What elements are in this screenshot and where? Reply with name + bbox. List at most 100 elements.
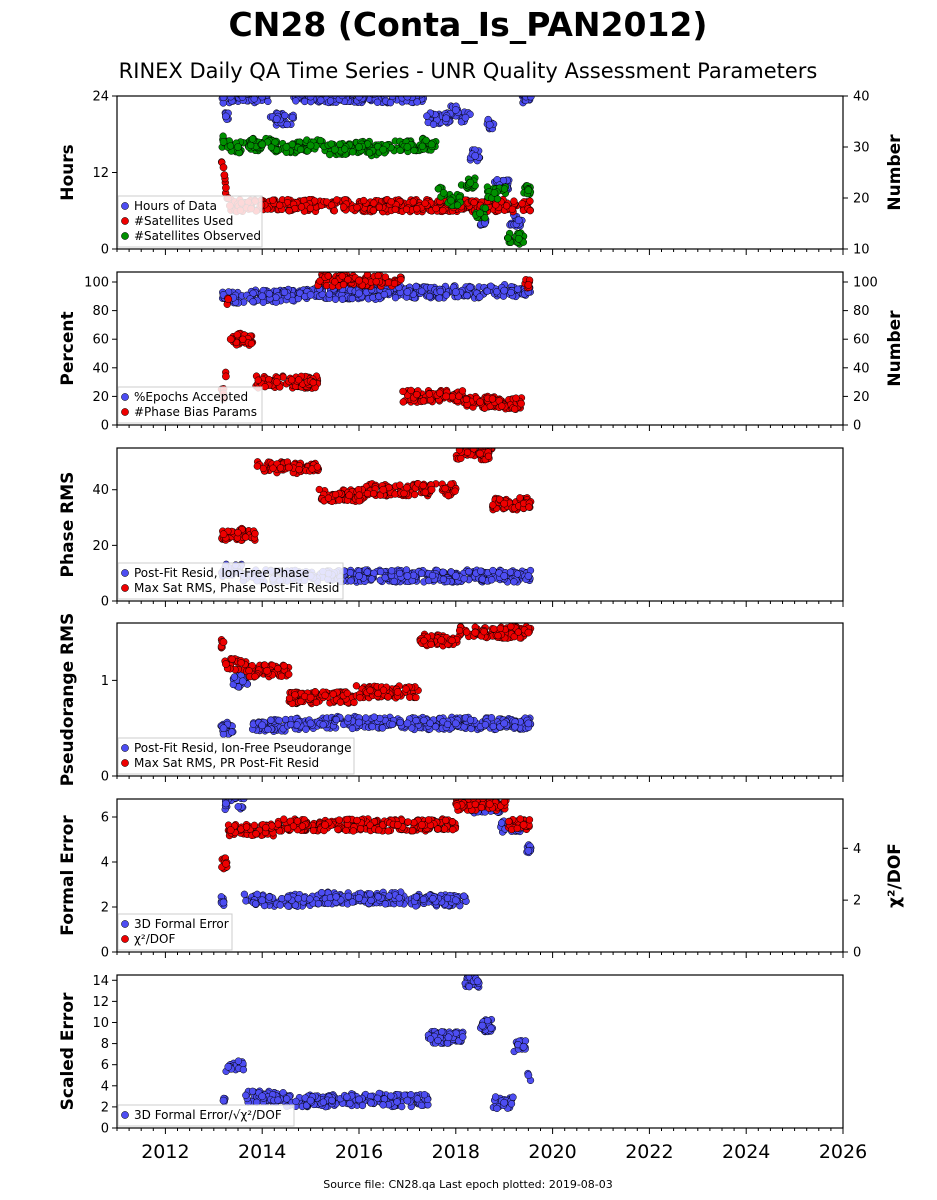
data-point xyxy=(408,724,416,732)
y-tick-label: 0 xyxy=(101,770,109,785)
data-point xyxy=(511,723,519,731)
data-point xyxy=(413,205,421,213)
data-point xyxy=(397,275,405,284)
data-point xyxy=(306,204,315,212)
data-point xyxy=(237,659,245,667)
data-point xyxy=(249,88,256,95)
data-point xyxy=(403,572,412,580)
data-point xyxy=(423,112,431,120)
data-point xyxy=(272,293,280,302)
y-tick-label: 100 xyxy=(84,276,109,291)
data-point xyxy=(222,799,230,808)
data-point xyxy=(233,331,241,339)
y-tick-label: 40 xyxy=(92,361,109,376)
data-point xyxy=(419,89,426,96)
data-point xyxy=(301,97,309,106)
data-point xyxy=(412,893,421,901)
data-point xyxy=(353,87,360,94)
data-point xyxy=(513,570,522,578)
data-point xyxy=(466,283,474,291)
data-point xyxy=(263,666,271,675)
data-point xyxy=(232,88,239,95)
data-point xyxy=(453,201,462,209)
data-point xyxy=(380,290,388,299)
data-point xyxy=(219,898,228,907)
data-point xyxy=(478,575,486,583)
data-point xyxy=(296,145,305,154)
data-point xyxy=(507,623,515,631)
legend-label: Post-Fit Resid, Ion-Free Pseudorange xyxy=(134,741,352,755)
data-point xyxy=(402,685,410,693)
data-point xyxy=(384,278,393,287)
data-point xyxy=(463,628,471,636)
data-point xyxy=(370,713,378,721)
data-point xyxy=(317,96,325,104)
data-point xyxy=(497,819,506,827)
data-point xyxy=(412,693,420,702)
data-point xyxy=(476,293,484,301)
data-point xyxy=(413,98,421,106)
data-point xyxy=(318,888,326,897)
data-point xyxy=(334,825,342,834)
data-point xyxy=(342,826,350,835)
data-point xyxy=(392,89,399,96)
data-point xyxy=(283,120,291,129)
data-point xyxy=(242,533,250,541)
data-point xyxy=(355,572,363,580)
data-point xyxy=(367,896,375,905)
y2-tick-label: 20 xyxy=(853,390,870,405)
data-point xyxy=(512,394,520,402)
data-point xyxy=(344,892,353,900)
y2-tick-label: 20 xyxy=(853,192,870,207)
data-point xyxy=(324,494,333,502)
data-point xyxy=(455,448,464,454)
data-point xyxy=(439,575,448,584)
data-point xyxy=(391,294,400,302)
data-point xyxy=(254,376,262,384)
data-point xyxy=(440,825,449,833)
data-point xyxy=(241,96,244,97)
data-point xyxy=(292,97,300,105)
data-point xyxy=(507,288,515,297)
y2-axis-label: Number xyxy=(885,310,905,387)
data-point xyxy=(373,98,382,106)
data-point xyxy=(318,89,325,96)
data-point xyxy=(236,89,243,96)
legend-box xyxy=(117,386,263,424)
data-point xyxy=(331,295,340,303)
data-point xyxy=(348,898,357,906)
data-point xyxy=(477,567,485,575)
data-point xyxy=(363,96,366,97)
data-point xyxy=(224,295,233,304)
legend-label: #Satellites Used xyxy=(134,214,233,228)
legend: Post-Fit Resid, Ion-Free PseudorangeMax … xyxy=(117,737,355,775)
data-point xyxy=(219,724,228,733)
data-point xyxy=(355,491,363,499)
data-point xyxy=(431,723,440,731)
data-point xyxy=(338,272,346,280)
data-point xyxy=(443,720,452,729)
data-point xyxy=(427,485,436,494)
data-point xyxy=(292,88,299,95)
data-point xyxy=(350,698,358,707)
data-point xyxy=(422,136,430,144)
data-point xyxy=(409,198,417,206)
y2-axis-label: Number xyxy=(885,134,905,211)
data-point xyxy=(282,143,291,151)
data-point xyxy=(338,295,347,303)
data-point xyxy=(490,625,498,633)
data-point xyxy=(281,111,289,120)
data-point xyxy=(500,185,509,193)
data-point xyxy=(258,140,267,149)
data-point xyxy=(428,571,437,580)
data-point xyxy=(269,196,277,204)
y-tick-label: 60 xyxy=(92,333,109,348)
data-point xyxy=(230,673,239,681)
data-point xyxy=(387,198,395,206)
data-point xyxy=(334,96,338,97)
legend-box xyxy=(117,195,263,248)
data-point xyxy=(324,899,332,908)
